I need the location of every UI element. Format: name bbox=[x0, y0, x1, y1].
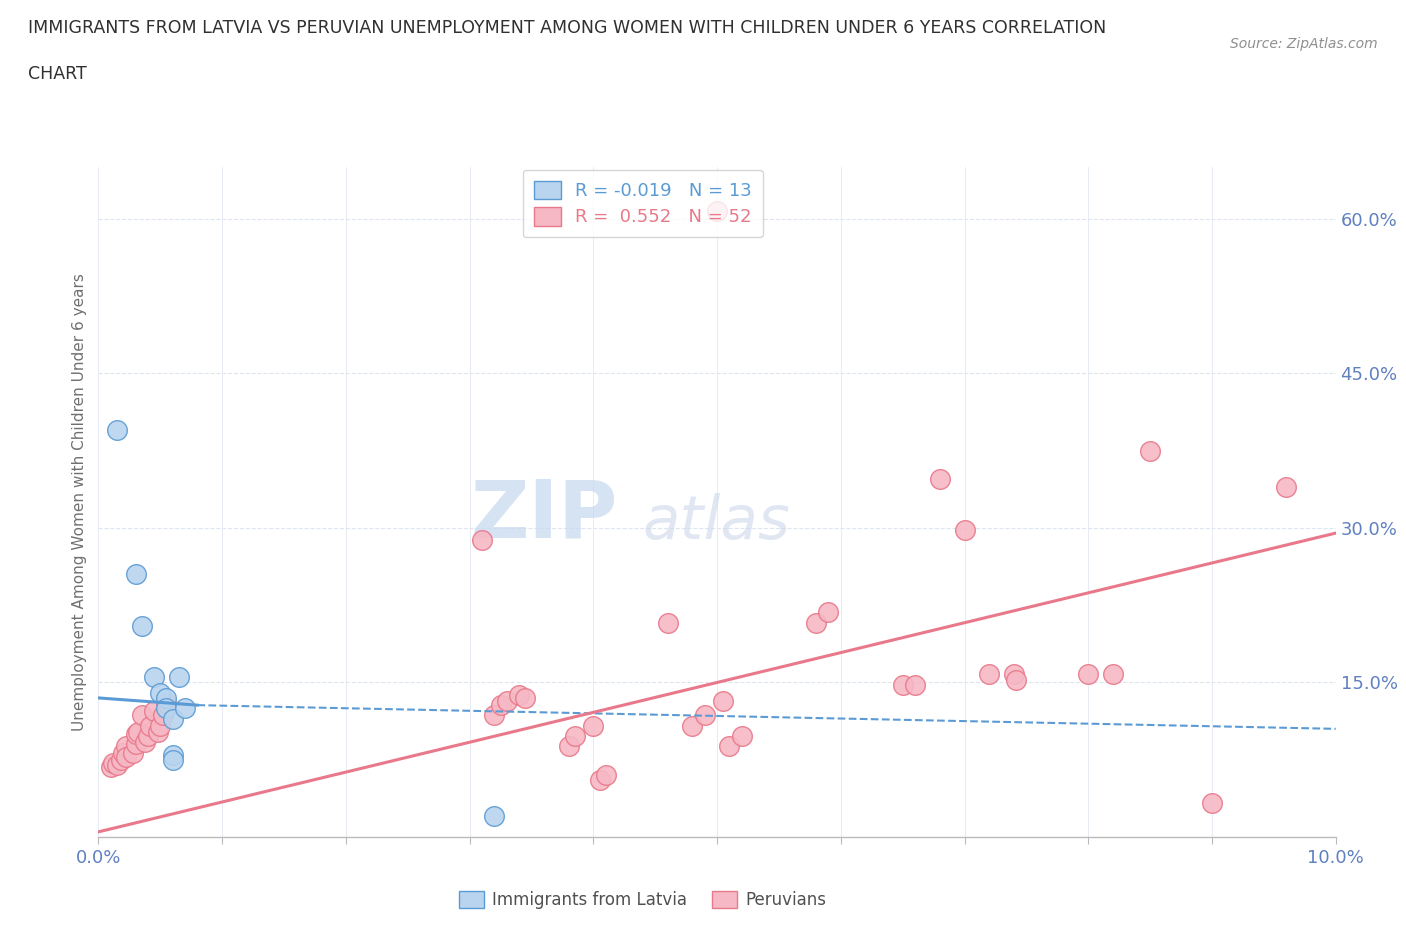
Point bbox=[162, 711, 184, 726]
Point bbox=[1077, 667, 1099, 682]
Point bbox=[167, 670, 190, 684]
Point bbox=[564, 728, 586, 743]
Point bbox=[904, 677, 927, 692]
Point bbox=[146, 724, 169, 739]
Point bbox=[588, 773, 610, 788]
Point bbox=[657, 616, 679, 631]
Point bbox=[155, 696, 177, 711]
Point bbox=[105, 422, 128, 437]
Point bbox=[817, 605, 839, 620]
Point bbox=[1275, 479, 1298, 494]
Point bbox=[1139, 444, 1161, 458]
Point bbox=[162, 752, 184, 767]
Point bbox=[155, 701, 177, 716]
Point bbox=[124, 726, 146, 741]
Point bbox=[136, 728, 159, 743]
Point bbox=[928, 472, 950, 486]
Point bbox=[100, 760, 122, 775]
Point bbox=[114, 750, 136, 764]
Point bbox=[1002, 667, 1025, 682]
Point bbox=[515, 690, 537, 705]
Point bbox=[127, 724, 149, 739]
Point bbox=[681, 718, 703, 733]
Point bbox=[595, 768, 617, 783]
Point bbox=[152, 708, 174, 723]
Point bbox=[484, 809, 506, 824]
Point bbox=[134, 735, 156, 750]
Point bbox=[112, 745, 135, 760]
Text: ZIP: ZIP bbox=[471, 476, 619, 554]
Y-axis label: Unemployment Among Women with Children Under 6 years: Unemployment Among Women with Children U… bbox=[72, 273, 87, 731]
Point bbox=[124, 567, 146, 582]
Point bbox=[143, 670, 166, 684]
Point bbox=[155, 690, 177, 705]
Point bbox=[131, 708, 153, 723]
Point bbox=[953, 523, 976, 538]
Text: IMMIGRANTS FROM LATVIA VS PERUVIAN UNEMPLOYMENT AMONG WOMEN WITH CHILDREN UNDER : IMMIGRANTS FROM LATVIA VS PERUVIAN UNEMP… bbox=[28, 19, 1107, 36]
Text: Source: ZipAtlas.com: Source: ZipAtlas.com bbox=[1230, 37, 1378, 51]
Point bbox=[484, 708, 506, 723]
Point bbox=[718, 739, 741, 754]
Point bbox=[557, 739, 579, 754]
Point bbox=[706, 204, 728, 219]
Text: atlas: atlas bbox=[643, 493, 790, 551]
Point bbox=[1005, 673, 1028, 688]
Point bbox=[693, 708, 716, 723]
Point bbox=[131, 618, 153, 633]
Point bbox=[1201, 795, 1223, 810]
Text: CHART: CHART bbox=[28, 65, 87, 83]
Point bbox=[103, 755, 125, 770]
Point bbox=[105, 757, 128, 772]
Point bbox=[804, 616, 827, 631]
Point bbox=[1102, 667, 1125, 682]
Point bbox=[149, 685, 172, 700]
Point bbox=[891, 677, 914, 692]
Point bbox=[489, 698, 512, 712]
Point bbox=[495, 694, 517, 709]
Point bbox=[979, 667, 1001, 682]
Point bbox=[139, 718, 162, 733]
Point bbox=[162, 747, 184, 762]
Point bbox=[114, 739, 136, 754]
Point bbox=[508, 687, 530, 702]
Point bbox=[124, 737, 146, 751]
Point bbox=[471, 533, 494, 548]
Point bbox=[582, 718, 605, 733]
Legend: Immigrants from Latvia, Peruvians: Immigrants from Latvia, Peruvians bbox=[453, 884, 834, 916]
Point bbox=[174, 701, 197, 716]
Point bbox=[143, 704, 166, 719]
Point bbox=[110, 752, 132, 767]
Point bbox=[122, 745, 145, 760]
Point bbox=[711, 694, 734, 709]
Point bbox=[149, 718, 172, 733]
Point bbox=[731, 728, 754, 743]
